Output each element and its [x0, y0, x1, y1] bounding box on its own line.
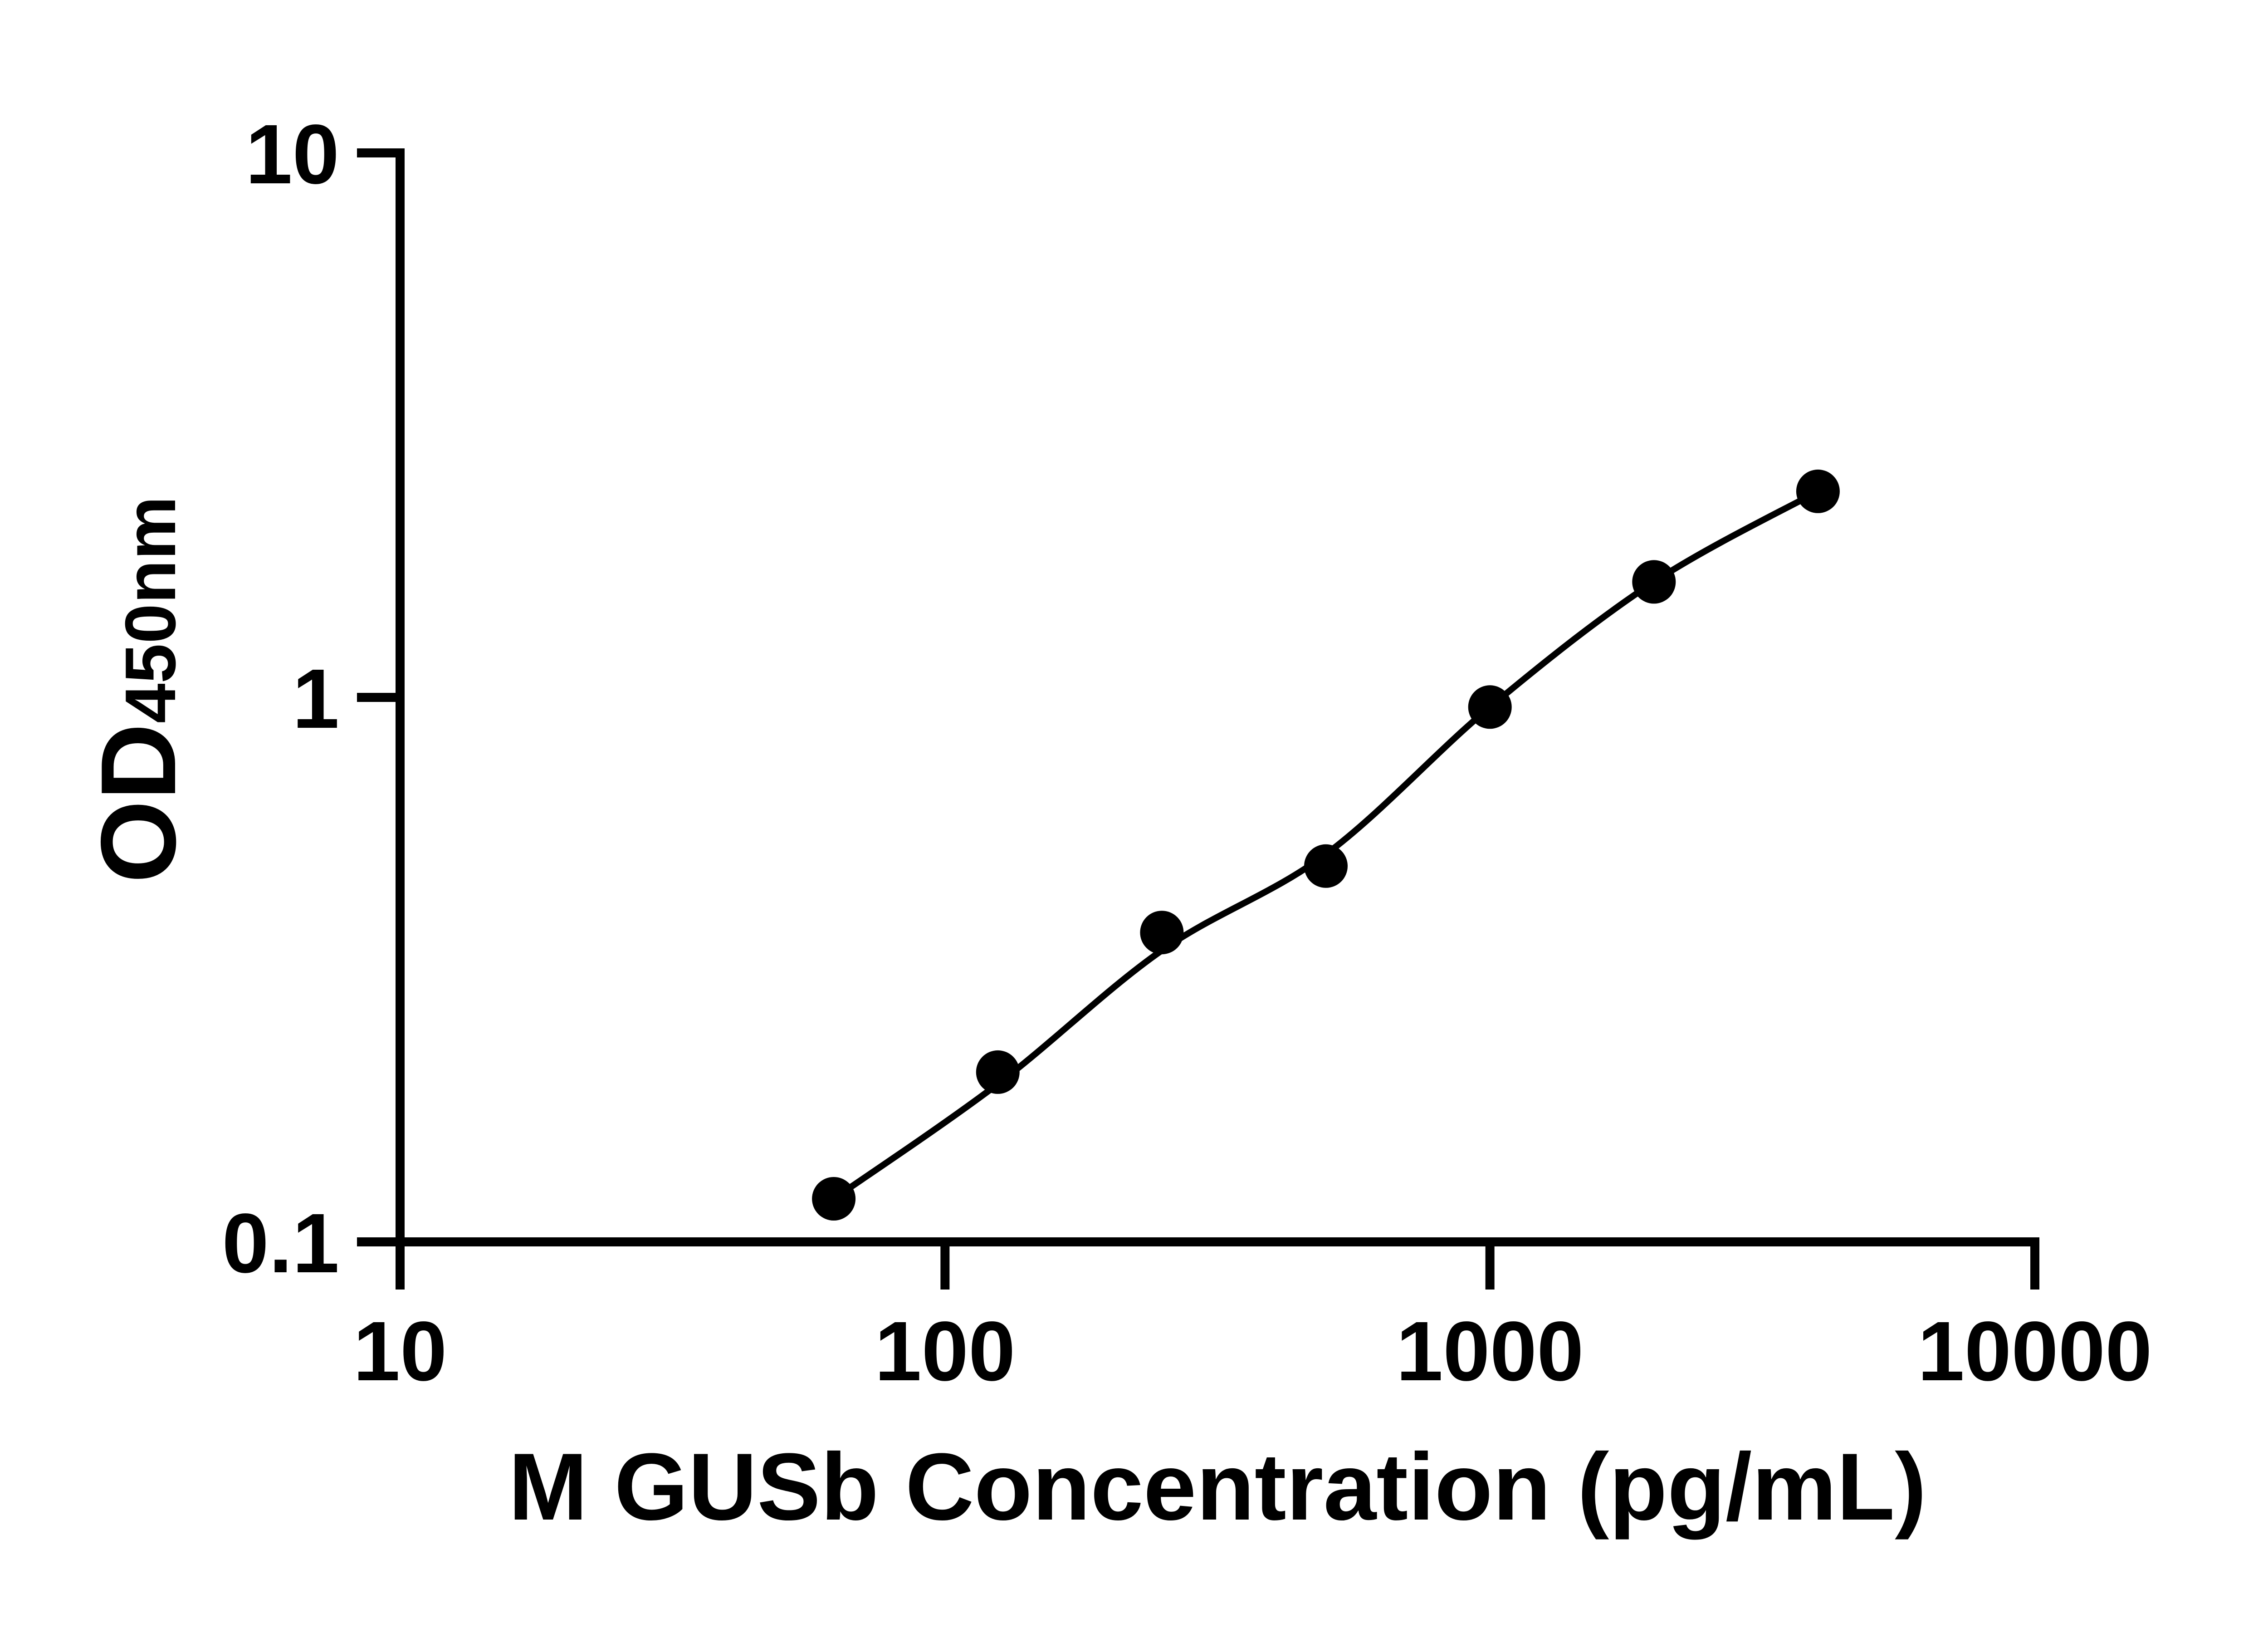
data-point-6	[1632, 560, 1676, 604]
y-axis-tick-labels: 10 1 0.1	[222, 108, 339, 1290]
y-axis-ticks	[357, 148, 400, 1246]
x-axis-ticks	[396, 1242, 2039, 1290]
x-tick-label-10000: 10000	[1917, 1304, 2152, 1398]
data-point-7	[1796, 469, 1840, 513]
y-axis: 10 1 0.1	[222, 108, 405, 1290]
x-tick-label-10: 10	[353, 1304, 447, 1398]
x-axis-title: M GUSb Concentration (pg/mL)	[508, 1433, 1926, 1540]
data-point-2	[976, 1050, 1020, 1094]
y-tick-label-0.1: 0.1	[222, 1196, 339, 1290]
x-tick-label-1000: 1000	[1396, 1304, 1584, 1398]
y-tick-label-1: 1	[293, 652, 339, 746]
data-point-4	[1304, 844, 1348, 888]
y-axis-title: OD450nm	[78, 496, 198, 883]
data-point-5	[1468, 685, 1512, 729]
y-tick-label-10: 10	[245, 108, 339, 201]
x-tick-label-100: 100	[875, 1304, 1015, 1398]
plot-area: 10 100 1000 10000 10 1 0.1	[222, 108, 2152, 1398]
y-axis-title-sub: 450nm	[111, 496, 191, 723]
x-axis: 10 100 1000 10000	[353, 1237, 2152, 1398]
y-axis-title-main: OD	[78, 723, 198, 883]
data-points	[812, 469, 1840, 1221]
data-point-3	[1140, 911, 1184, 955]
data-point-1	[812, 1177, 856, 1221]
x-axis-tick-labels: 10 100 1000 10000	[353, 1304, 2152, 1398]
